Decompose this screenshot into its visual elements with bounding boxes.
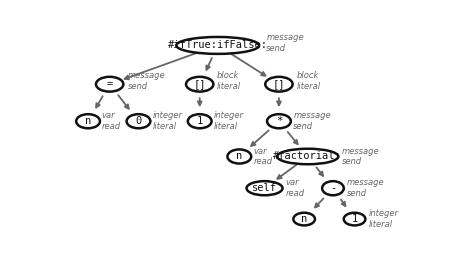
Ellipse shape xyxy=(344,213,365,226)
Ellipse shape xyxy=(265,77,292,92)
Ellipse shape xyxy=(186,77,213,92)
Text: integer
literal: integer literal xyxy=(368,209,398,229)
Text: -: - xyxy=(330,183,336,193)
Text: integer
literal: integer literal xyxy=(214,111,244,131)
Ellipse shape xyxy=(76,114,100,128)
Text: n: n xyxy=(236,151,242,162)
Text: n: n xyxy=(85,116,91,126)
Text: 0: 0 xyxy=(136,116,142,126)
Ellipse shape xyxy=(322,181,344,195)
Text: []: [] xyxy=(273,79,285,89)
Text: n: n xyxy=(301,214,307,224)
Text: var
read: var read xyxy=(254,147,273,166)
Text: #ifTrue:ifFalse:: #ifTrue:ifFalse: xyxy=(168,40,268,50)
Text: var
read: var read xyxy=(285,178,305,198)
Ellipse shape xyxy=(176,37,259,54)
Ellipse shape xyxy=(293,213,315,226)
Text: block
literal: block literal xyxy=(296,71,320,91)
Text: *: * xyxy=(276,116,282,126)
Text: message
send: message send xyxy=(293,111,331,131)
Text: message
send: message send xyxy=(342,147,380,166)
Text: self: self xyxy=(252,183,277,193)
Text: integer
literal: integer literal xyxy=(153,111,183,131)
Text: []: [] xyxy=(193,79,206,89)
Text: 1: 1 xyxy=(351,214,358,224)
Text: message
send: message send xyxy=(346,178,384,198)
Ellipse shape xyxy=(277,149,338,164)
Ellipse shape xyxy=(228,150,251,164)
Ellipse shape xyxy=(267,114,291,128)
Text: var
read: var read xyxy=(102,111,121,131)
Ellipse shape xyxy=(127,114,150,128)
Ellipse shape xyxy=(96,77,123,92)
Text: =: = xyxy=(107,79,113,89)
Text: #factorial:: #factorial: xyxy=(273,151,342,162)
Ellipse shape xyxy=(246,181,283,195)
Text: message
send: message send xyxy=(266,33,304,53)
Text: 1: 1 xyxy=(197,116,203,126)
Text: block
literal: block literal xyxy=(217,71,241,91)
Text: message
send: message send xyxy=(128,71,165,91)
Ellipse shape xyxy=(188,114,211,128)
